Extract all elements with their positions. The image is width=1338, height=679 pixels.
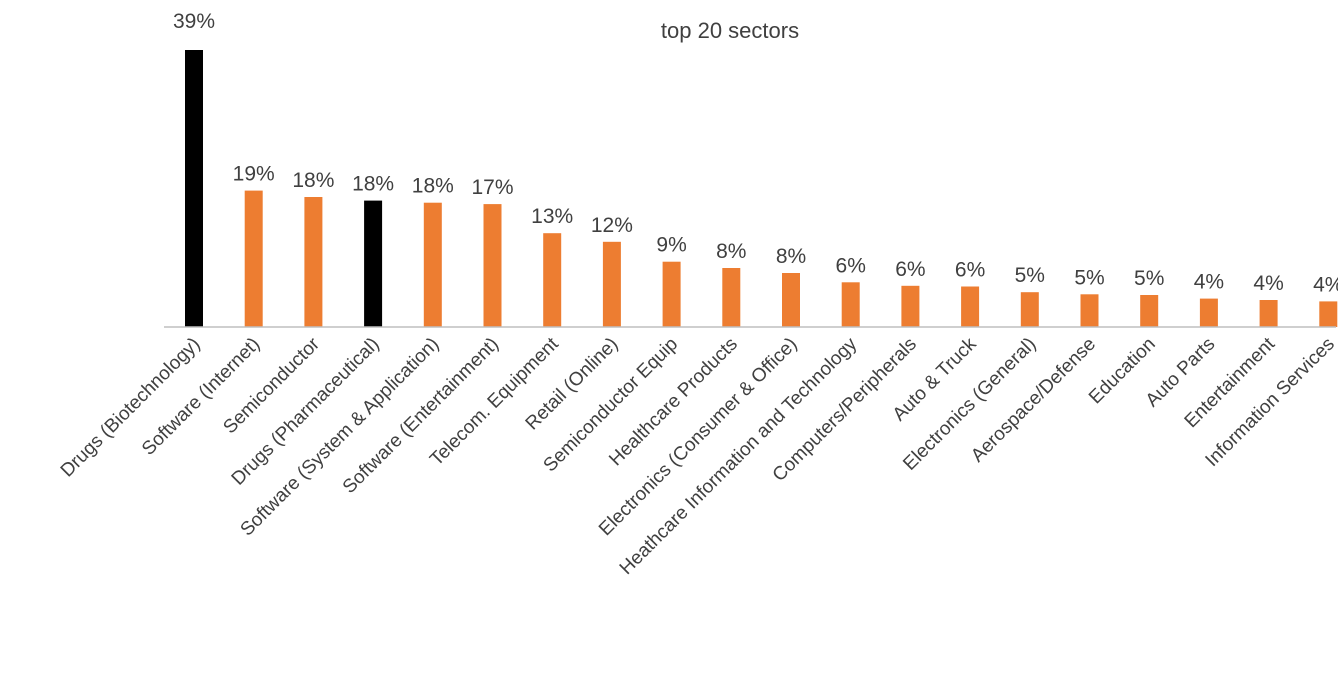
bar-13 [901, 285, 920, 327]
chart-title: top 20 sectors [661, 18, 799, 43]
bar-9 [662, 261, 681, 327]
data-label-6: 17% [471, 176, 513, 199]
bar-3 [304, 197, 323, 327]
bar-2 [244, 190, 263, 327]
bar-17 [1140, 295, 1159, 327]
data-label-12: 6% [836, 254, 866, 277]
data-label-19: 4% [1253, 272, 1283, 295]
data-labels-group: 39% 19% 18% 18% 18% 17% 13% 12% 9% 8% 8% 6% 6% 6% 5% 5%… [173, 10, 1338, 296]
bar-15 [1020, 292, 1039, 327]
bar-18 [1199, 298, 1218, 327]
data-label-7: 13% [531, 205, 573, 228]
data-label-3: 18% [292, 169, 334, 192]
bars-group [185, 50, 1338, 327]
bar-5 [423, 202, 442, 327]
bar-8 [602, 241, 621, 327]
bar-4 [364, 200, 383, 327]
data-label-13: 6% [895, 258, 925, 281]
bar-12 [841, 282, 860, 327]
data-label-5: 18% [412, 175, 454, 198]
data-label-14: 6% [955, 259, 985, 282]
bar-1 [185, 50, 203, 327]
bar-10 [722, 268, 741, 327]
data-label-1: 39% [173, 10, 215, 33]
bar-16 [1080, 294, 1099, 327]
bar-14 [961, 286, 980, 327]
data-label-17: 5% [1134, 267, 1164, 290]
category-labels-group: Drugs (Biotechnology)Software (Internet)… [57, 333, 1338, 579]
bar-19 [1259, 300, 1278, 327]
data-label-2: 19% [233, 163, 275, 186]
data-label-9: 9% [656, 234, 686, 257]
data-label-8: 12% [591, 214, 633, 237]
data-label-15: 5% [1015, 264, 1045, 287]
data-label-16: 5% [1074, 266, 1104, 289]
bar-20 [1319, 301, 1338, 327]
data-label-4: 18% [352, 173, 394, 196]
data-label-10: 8% [716, 240, 746, 263]
data-label-11: 8% [776, 245, 806, 268]
data-label-20: 4% [1313, 273, 1338, 296]
bar-11 [782, 273, 800, 327]
data-label-18: 4% [1194, 271, 1224, 294]
bar-6 [483, 204, 502, 327]
bar-7 [543, 233, 562, 327]
